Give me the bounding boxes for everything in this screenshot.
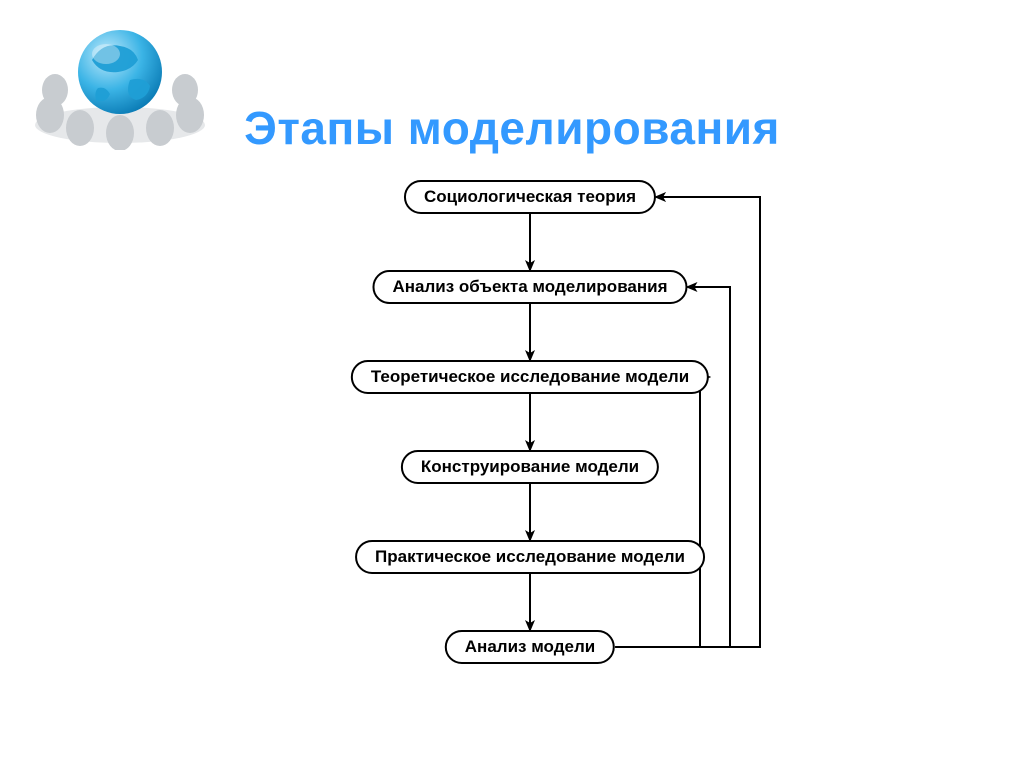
flow-node-n3: Теоретическое исследование модели — [351, 360, 709, 394]
page-title: Этапы моделирования — [0, 101, 1024, 155]
flow-node-n2: Анализ объекта моделирования — [372, 270, 687, 304]
flow-node-n6: Анализ модели — [445, 630, 615, 664]
flow-node-n5: Практическое исследование модели — [355, 540, 705, 574]
title-text: Этапы моделирования — [244, 102, 780, 154]
flowchart: Социологическая теория Анализ объекта мод… — [260, 170, 800, 730]
flow-node-n1: Социологическая теория — [404, 180, 656, 214]
slide: Этапы моделирования Социологическая теор… — [0, 0, 1024, 767]
flow-node-n4: Конструирование модели — [401, 450, 659, 484]
